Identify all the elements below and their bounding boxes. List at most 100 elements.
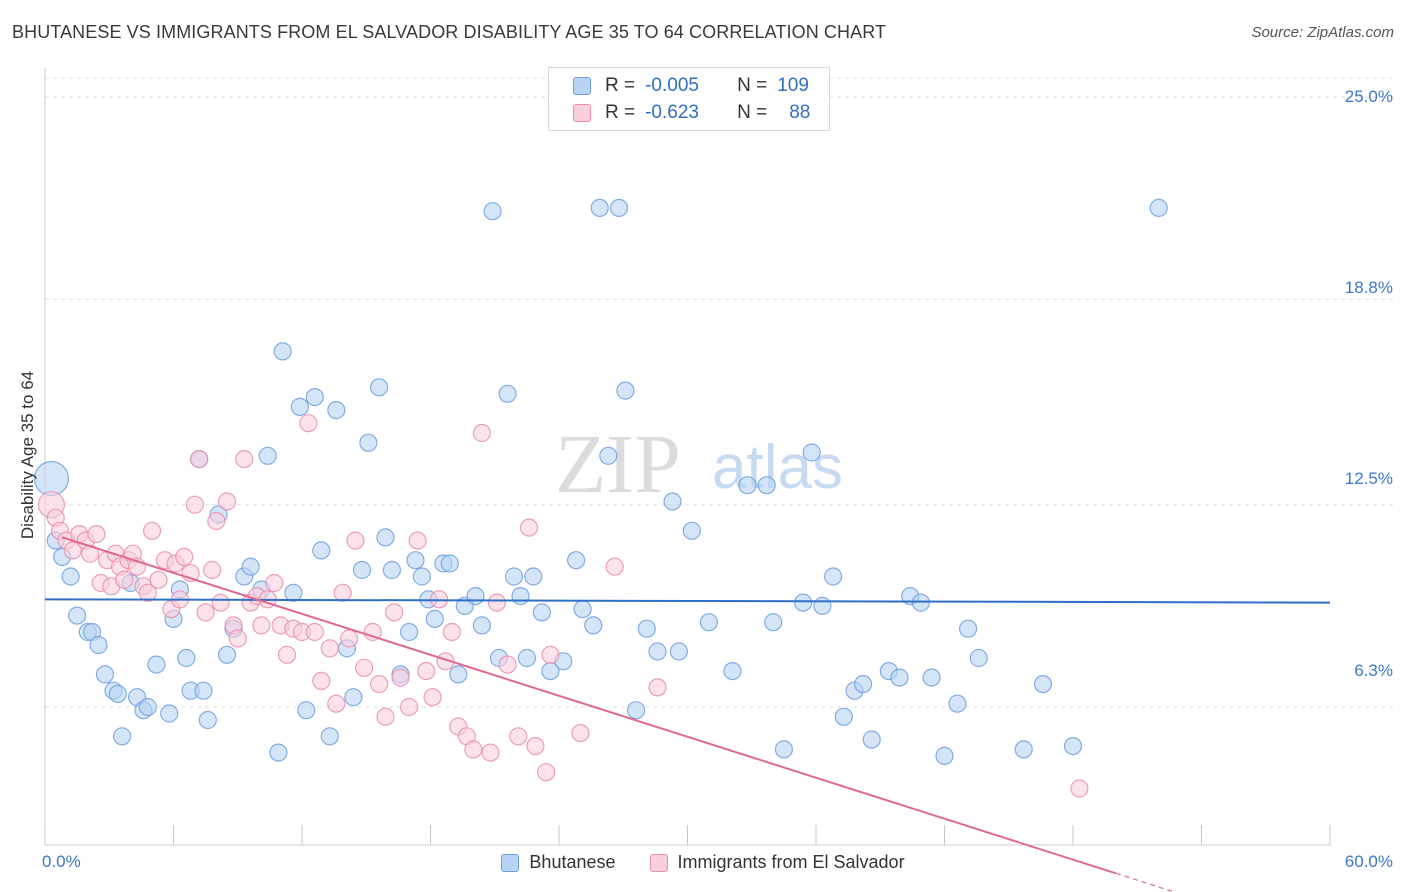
el-salvador-point bbox=[312, 671, 331, 691]
bhutanese-point bbox=[327, 401, 346, 420]
bhutanese-point bbox=[1033, 674, 1053, 694]
r-value: -0.005 bbox=[645, 75, 699, 96]
x-tick-label-min: 0.0% bbox=[42, 852, 81, 871]
bhutanese-point bbox=[194, 681, 213, 700]
el-salvador-point bbox=[252, 616, 271, 635]
bhutanese-point bbox=[320, 727, 339, 746]
el-salvador-point bbox=[541, 645, 560, 664]
legend-item-bhutanese: Bhutanese bbox=[501, 852, 616, 873]
bhutanese-point bbox=[498, 384, 517, 403]
bhutanese-point bbox=[802, 443, 821, 462]
chart-title: BHUTANESE VS IMMIGRANTS FROM EL SALVADOR… bbox=[12, 22, 887, 42]
el-salvador-point bbox=[385, 603, 404, 622]
bhutanese-point bbox=[616, 381, 635, 400]
el-salvador-point bbox=[376, 707, 395, 726]
el-salvador-point bbox=[305, 622, 324, 642]
bhutanese-point bbox=[637, 619, 656, 638]
bhutanese-point bbox=[969, 648, 988, 668]
bhutanese-point bbox=[67, 606, 87, 625]
bhutanese-point bbox=[284, 583, 303, 602]
bhutanese-point bbox=[699, 613, 719, 632]
bhutanese-point bbox=[198, 710, 217, 730]
watermark: ZIP atlas bbox=[555, 418, 843, 511]
el-salvador-point bbox=[498, 655, 517, 674]
el-salvador-point bbox=[430, 590, 449, 609]
el-salvador-point bbox=[143, 521, 162, 540]
bhutanese-point bbox=[370, 378, 389, 397]
el-salvador-point bbox=[571, 723, 590, 743]
bhutanese-point bbox=[738, 476, 757, 495]
bhutanese-point bbox=[112, 727, 132, 746]
el-salvador-point bbox=[138, 583, 157, 602]
bhutanese-point bbox=[524, 567, 543, 586]
el-salvador-point bbox=[115, 570, 134, 589]
bhutanese-point bbox=[177, 648, 196, 668]
bhutanese-point bbox=[663, 492, 682, 511]
bhutanese-point bbox=[466, 586, 485, 606]
el-salvador-point bbox=[472, 423, 491, 443]
legend-label: Immigrants from El Salvador bbox=[677, 852, 905, 872]
x-tick-label-max: 60.0% bbox=[1344, 852, 1393, 871]
el-salvador-point bbox=[1070, 779, 1089, 798]
bhutanese-point bbox=[472, 616, 491, 635]
el-salvador-point bbox=[333, 583, 352, 602]
y-tick-label: 6.3% bbox=[1354, 661, 1393, 680]
bhutanese-trend-line bbox=[44, 598, 1331, 604]
el-salvador-trend-extension bbox=[1115, 872, 1177, 892]
blue-swatch-icon bbox=[573, 77, 591, 95]
el-salvador-point bbox=[519, 518, 539, 537]
bhutanese-point bbox=[1149, 198, 1168, 217]
el-salvador-point bbox=[87, 524, 106, 544]
bhutanese-point bbox=[584, 616, 603, 635]
el-salvador-point bbox=[175, 547, 194, 567]
bhutanese-point bbox=[382, 560, 401, 580]
bhutanese-point bbox=[948, 694, 967, 713]
el-salvador-point bbox=[536, 763, 556, 782]
el-salvador-point bbox=[526, 736, 545, 756]
bhutanese-point bbox=[352, 560, 372, 580]
bhutanese-point bbox=[440, 554, 459, 573]
bhutanese-point bbox=[89, 635, 108, 655]
bhutanese-point bbox=[241, 557, 260, 576]
y-tick-label: 25.0% bbox=[1344, 87, 1393, 106]
bhutanese-point bbox=[400, 622, 419, 642]
el-salvador-point bbox=[648, 678, 667, 697]
bhutanese-point bbox=[425, 609, 444, 629]
el-salvador-point bbox=[363, 622, 382, 642]
r-label: R = bbox=[605, 75, 636, 96]
bhutanese-point bbox=[626, 701, 646, 720]
bhutanese-point bbox=[61, 567, 80, 586]
bhutanese-point bbox=[344, 688, 363, 707]
bhutanese-point bbox=[305, 388, 324, 407]
bhutanese-point bbox=[406, 551, 425, 570]
pink-swatch-icon bbox=[649, 853, 668, 872]
bhutanese-point bbox=[1014, 740, 1033, 759]
bhutanese-point bbox=[573, 599, 592, 619]
bhutanese-point bbox=[774, 740, 794, 759]
el-salvador-point bbox=[203, 560, 222, 580]
bhutanese-point bbox=[862, 730, 881, 749]
el-salvador-point bbox=[442, 622, 461, 642]
el-salvador-point bbox=[185, 495, 204, 514]
el-salvador-point bbox=[408, 531, 427, 550]
bhutanese-point bbox=[823, 567, 843, 586]
el-salvador-point bbox=[417, 661, 436, 681]
bhutanese-point bbox=[312, 541, 331, 560]
axes bbox=[44, 68, 1331, 846]
bhutanese-point bbox=[566, 551, 586, 570]
bhutanese-point bbox=[511, 586, 530, 606]
y-tick-label: 18.8% bbox=[1344, 278, 1393, 297]
bhutanese-point bbox=[33, 461, 70, 497]
el-salvador-point bbox=[149, 570, 168, 589]
bhutanese-point bbox=[412, 567, 431, 586]
bhutanese-point bbox=[813, 596, 832, 616]
legend-item-el-salvador: Immigrants from El Salvador bbox=[649, 852, 905, 873]
bhutanese-point bbox=[793, 593, 813, 612]
el-salvador-point bbox=[327, 694, 346, 713]
bhutanese-point bbox=[138, 697, 157, 717]
bhutanese-point bbox=[517, 648, 537, 668]
bhutanese-point bbox=[160, 704, 179, 723]
bhutanese-point bbox=[1063, 736, 1083, 756]
bhutanese-point bbox=[290, 397, 309, 416]
